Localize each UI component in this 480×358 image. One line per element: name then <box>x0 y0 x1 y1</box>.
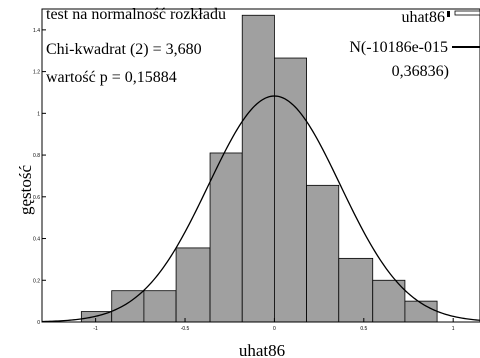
y-tick-label: 0.4 <box>33 237 40 243</box>
annotation-line-3: wartość p = 0,15884 <box>46 69 177 86</box>
legend-label-histogram: uhat86 <box>401 9 445 26</box>
legend-swatch-histogram <box>454 10 480 16</box>
histogram-bar-6 <box>241 14 275 323</box>
legend-label-curve: N(-10186e-015 <box>349 39 448 56</box>
histogram-bars <box>80 14 438 323</box>
annotation-line-2: Chi-kwadrat (2) = 3,680 <box>46 41 202 58</box>
normal-density-curve <box>41 95 480 323</box>
y-tick-label: 1 <box>37 111 40 117</box>
histogram-bar-7 <box>274 57 307 323</box>
y-tick-label: 1.4 <box>33 28 40 34</box>
x-tick-label: 0.5 <box>360 326 367 332</box>
x-tick-label: -0.5 <box>181 326 190 332</box>
y-tick-label: 0.6 <box>33 195 40 201</box>
histogram-bar-9 <box>338 257 374 323</box>
histogram-bar-11 <box>404 300 438 323</box>
x-axis-ticks: -1 -0.5 0 0.5 1 <box>93 318 455 332</box>
histogram-bar-8 <box>306 184 340 323</box>
y-axis-ticks: 0 0.2 0.4 0.6 0.8 1 1.2 1.4 <box>33 28 46 326</box>
x-axis-label: uhat86 <box>239 341 285 358</box>
histogram-bar-3 <box>143 290 177 323</box>
y-tick-label: 0.2 <box>33 278 40 284</box>
x-tick-label: -1 <box>93 326 98 332</box>
histogram-bar-4 <box>175 247 211 323</box>
annotation-line-1: test na normalność rozkładu <box>46 6 226 23</box>
histogram-bar-10 <box>372 279 406 323</box>
histogram-bar-5 <box>209 152 243 323</box>
x-tick-label: 1 <box>452 326 455 332</box>
y-tick-label: 1.2 <box>33 70 40 76</box>
legend-label-curve-cont: 0,36836) <box>392 63 449 80</box>
y-tick-label: 0 <box>37 320 40 326</box>
legend-box-marker <box>447 11 450 17</box>
plot-frame <box>41 8 480 323</box>
x-tick-label: 0 <box>273 326 276 332</box>
y-axis-label: gęstość <box>16 165 35 216</box>
y-tick-label: 0.8 <box>33 153 40 159</box>
